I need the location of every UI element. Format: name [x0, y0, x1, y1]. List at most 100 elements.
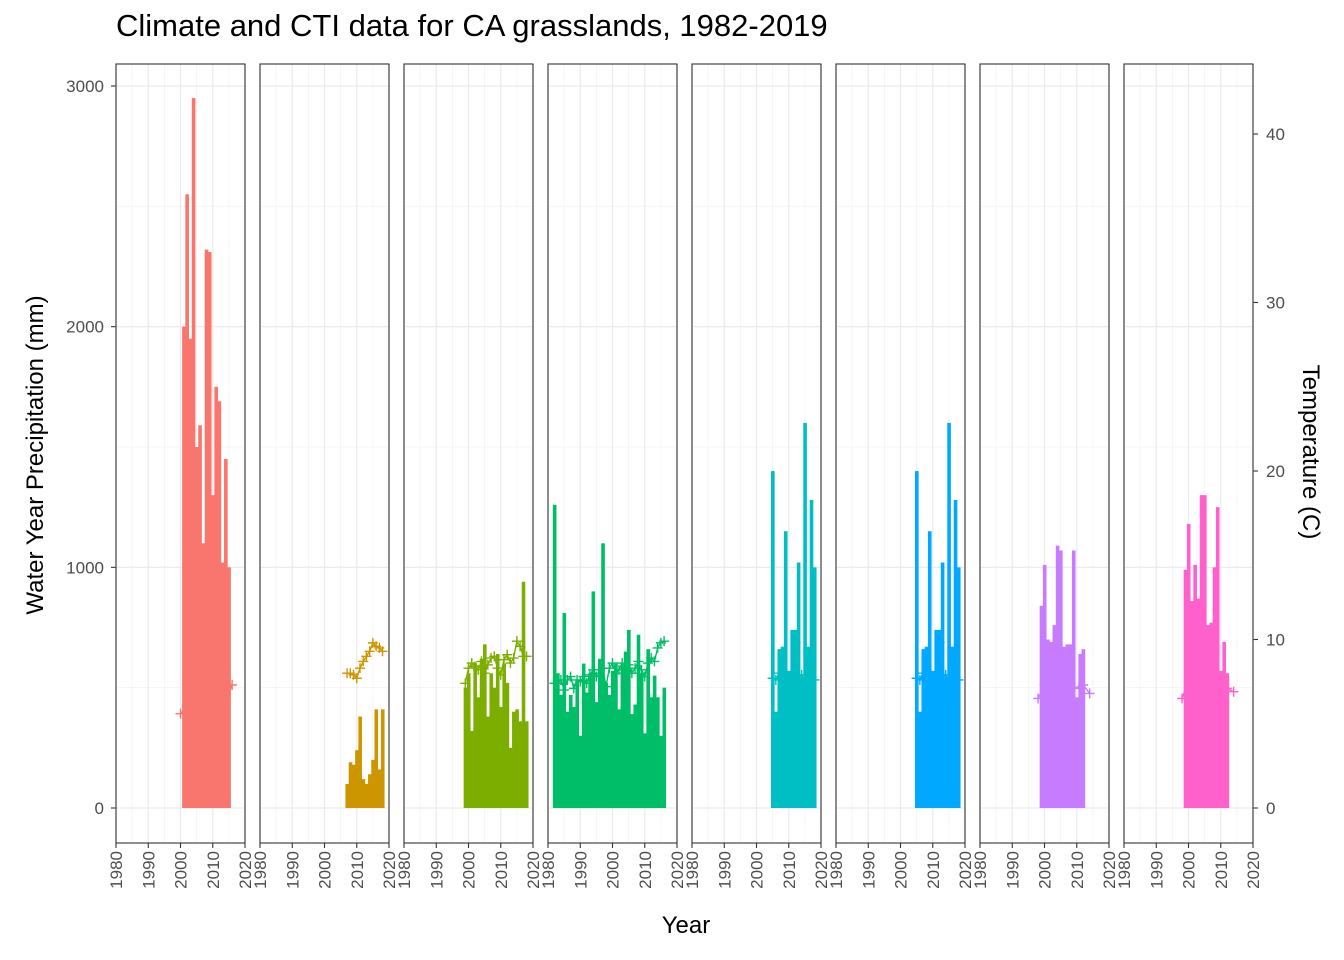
- temperature-point: [1183, 674, 1194, 685]
- panel-content: [460, 581, 532, 808]
- temperature-point: [594, 668, 605, 679]
- x-tick-label: 1980: [1115, 851, 1134, 889]
- precip-bar: [614, 663, 618, 808]
- precip-bar: [809, 499, 814, 808]
- precip-bar: [377, 769, 382, 808]
- x-tick-label: 2000: [1180, 851, 1199, 889]
- temperature-point: [642, 658, 653, 669]
- temperature-point: [227, 679, 238, 690]
- x-tick-label: 1990: [859, 851, 878, 889]
- panel-content: [175, 98, 238, 809]
- x-tick-label: 2020: [1100, 851, 1119, 889]
- precip-bar: [623, 651, 628, 808]
- temperature-point: [777, 669, 788, 680]
- y-tick-label: 1000: [66, 558, 104, 577]
- precip-bar: [521, 581, 526, 808]
- temperature-point: [377, 646, 388, 657]
- x-tick-label: 2020: [524, 851, 543, 889]
- precip-bar: [476, 697, 481, 808]
- x-tick-label: 2020: [956, 851, 975, 889]
- temperature-point: [364, 646, 375, 657]
- precip-bar: [1039, 605, 1044, 808]
- precip-bar: [918, 711, 922, 808]
- x-tick-label: 1990: [139, 851, 158, 889]
- temperature-point: [476, 656, 487, 667]
- precip-bar: [1081, 649, 1086, 808]
- precip-bar: [201, 543, 206, 808]
- facet-panel: 1980 1990 2000 2010 2020: [827, 63, 975, 889]
- temperature-point: [502, 649, 513, 660]
- precip-bar: [652, 675, 657, 808]
- temperature-point: [793, 674, 804, 685]
- precip-bar: [518, 721, 523, 808]
- temperature-point: [639, 671, 650, 682]
- precip-bar: [643, 733, 647, 808]
- panel-content: [549, 504, 670, 808]
- temperature-point: [559, 685, 570, 696]
- precip-bar: [777, 649, 782, 808]
- precip-bar: [659, 735, 663, 808]
- precip-bar: [1055, 545, 1060, 808]
- temperature-point: [783, 671, 794, 682]
- x-tick-label: 2020: [236, 851, 255, 889]
- y-tick-label: 3000: [66, 77, 104, 96]
- precip-bar: [915, 471, 919, 808]
- temperature-point: [489, 651, 500, 662]
- precip-bar: [1203, 495, 1207, 808]
- x-tick-label: 1980: [971, 851, 990, 889]
- precip-bar: [371, 759, 375, 808]
- temperature-point: [1202, 678, 1213, 689]
- temperature-point: [575, 676, 586, 687]
- temperature-point: [473, 664, 484, 675]
- temperature-point: [953, 674, 964, 685]
- precip-bar: [1052, 625, 1057, 808]
- panel-content: [342, 637, 388, 808]
- temperature-point: [636, 664, 647, 675]
- temperature-point: [354, 663, 365, 674]
- temperature-point: [770, 674, 781, 685]
- temperature-point: [633, 656, 644, 667]
- precip-bar: [364, 783, 369, 808]
- precip-bar: [617, 709, 621, 808]
- precip-bar: [1225, 673, 1230, 808]
- precip-bar: [610, 670, 615, 808]
- y2-tick-label: 20: [1266, 462, 1285, 481]
- temperature-point: [950, 668, 961, 679]
- precip-bar: [211, 495, 215, 808]
- precip-bar: [470, 730, 474, 808]
- precip-bar: [479, 658, 484, 808]
- precip-bar: [790, 629, 794, 808]
- temperature-point: [508, 653, 519, 664]
- temperature-point: [511, 636, 522, 647]
- facet-panel: 1980 1990 2000 2010 2020: [251, 63, 399, 889]
- temperature-point: [1078, 679, 1089, 690]
- precip-bar: [198, 425, 202, 808]
- temperature-point: [1177, 693, 1188, 704]
- precip-bar: [956, 567, 961, 808]
- x-tick-label: 2010: [348, 851, 367, 889]
- precip-bar: [466, 673, 471, 808]
- temperature-point: [578, 671, 589, 682]
- precip-bar: [1196, 598, 1201, 808]
- y-tick-label: 0: [95, 799, 104, 818]
- x-tick-label: 2000: [604, 851, 623, 889]
- temperature-point: [1228, 686, 1239, 697]
- precip-bar: [588, 673, 592, 808]
- temperature-point: [1084, 688, 1095, 699]
- x-tick-label: 2020: [812, 851, 831, 889]
- temperature-point: [921, 669, 932, 680]
- precip-bar: [601, 543, 605, 808]
- temperature-point: [581, 678, 592, 689]
- precip-bar: [207, 252, 212, 808]
- temperature-point: [1068, 683, 1079, 694]
- temperature-point: [607, 658, 618, 669]
- precip-bar: [358, 716, 362, 808]
- temperature-point: [201, 696, 212, 707]
- precip-bar: [220, 562, 225, 808]
- precip-bar: [633, 704, 638, 808]
- temperature-point: [588, 664, 599, 675]
- precip-bar: [188, 338, 193, 808]
- precip-bar: [1059, 550, 1063, 808]
- temperature-point: [943, 676, 954, 687]
